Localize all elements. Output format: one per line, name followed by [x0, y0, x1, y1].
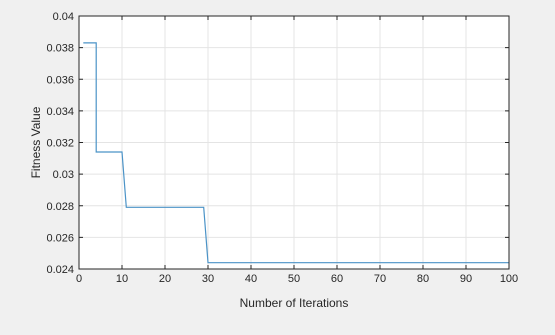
- y-tick-label: 0.034: [46, 106, 74, 118]
- y-tick-labels: 0.024 0.026 0.028 0.03 0.032 0.034 0.036 0.038 0…: [46, 11, 74, 276]
- y-tick-label: 0.036: [46, 74, 74, 86]
- x-tick-label: 20: [159, 273, 171, 285]
- y-tick-label: 0.024: [46, 264, 74, 276]
- series-line: [83, 42, 509, 264]
- series-group: [83, 42, 509, 264]
- x-tick-label: 100: [500, 273, 518, 285]
- x-tick-label: 60: [331, 273, 343, 285]
- x-tick-label: 40: [245, 273, 257, 285]
- x-tick-label: 10: [116, 273, 128, 285]
- y-axis-label: Fitness Value: [29, 106, 43, 178]
- x-tick-label: 50: [288, 273, 300, 285]
- x-axis-label: Number of Iterations: [240, 296, 349, 310]
- y-tick-label: 0.03: [53, 169, 74, 181]
- x-tick-label: 30: [202, 273, 214, 285]
- x-tick-label: 0: [76, 273, 82, 285]
- x-tick-label: 80: [417, 273, 429, 285]
- y-tick-label: 0.038: [46, 43, 74, 55]
- x-tick-label: 90: [460, 273, 472, 285]
- y-tick-label: 0.028: [46, 201, 74, 213]
- x-tick-labels: 0 10 20 30 40 50 60 70 80 90 100: [76, 273, 518, 285]
- tick-marks: [78, 15, 510, 270]
- y-tick-label: 0.04: [53, 11, 74, 23]
- y-tick-label: 0.026: [46, 232, 74, 244]
- x-tick-label: 70: [374, 273, 386, 285]
- y-tick-label: 0.032: [46, 138, 74, 150]
